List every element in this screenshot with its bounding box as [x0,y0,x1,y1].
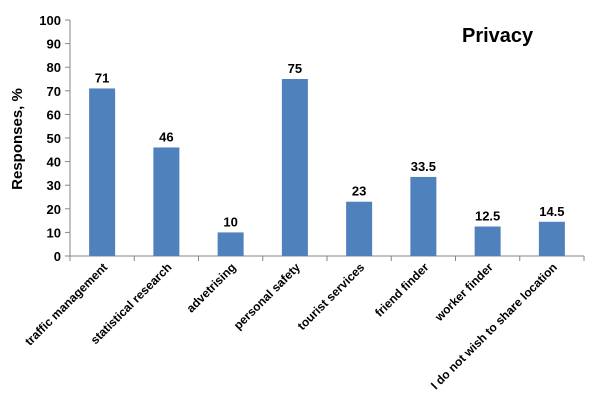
chart-title: Privacy [462,25,534,47]
x-tick-label: I do not wish to share location [428,260,560,392]
x-tick-label: friend finder [372,260,432,320]
x-tick-label: worker finder [431,260,496,325]
data-label: 23 [352,184,366,199]
y-tick-label: 30 [47,178,61,193]
data-labels: 71 46 10 75 23 33.5 12.5 14.5 [95,61,565,229]
bar [474,226,501,256]
data-label: 46 [159,129,173,144]
bar [89,88,116,256]
y-tick-label: 50 [47,131,61,146]
bar [281,79,308,256]
data-label: 10 [223,214,237,229]
data-label: 33.5 [411,159,436,174]
x-axis [69,255,585,261]
x-tick-label: personal safety [231,260,303,332]
y-tick-label: 100 [39,13,61,28]
bar [217,232,244,256]
data-label: 75 [288,61,302,76]
x-tick-label: advetrising [184,260,239,315]
data-label: 71 [95,70,109,85]
y-tick-label: 80 [47,60,61,75]
y-tick-label: 90 [47,37,61,52]
y-tick-label: 70 [47,84,61,99]
y-tick-label: 0 [54,249,61,264]
y-axis: 0 10 20 30 40 50 60 70 80 90 100 [39,13,71,264]
y-axis-label: Responses, % [9,88,26,190]
bar [346,201,373,256]
x-tick-label: tourist services [295,260,368,333]
bars [89,79,565,256]
y-tick-label: 20 [47,202,61,217]
y-tick-label: 60 [47,107,61,122]
bar [153,147,180,256]
data-label: 14.5 [539,204,564,219]
bar [538,221,565,256]
data-label: 12.5 [475,209,500,224]
y-tick-label: 40 [47,155,61,170]
bar [410,176,437,256]
y-tick-label: 10 [47,225,61,240]
